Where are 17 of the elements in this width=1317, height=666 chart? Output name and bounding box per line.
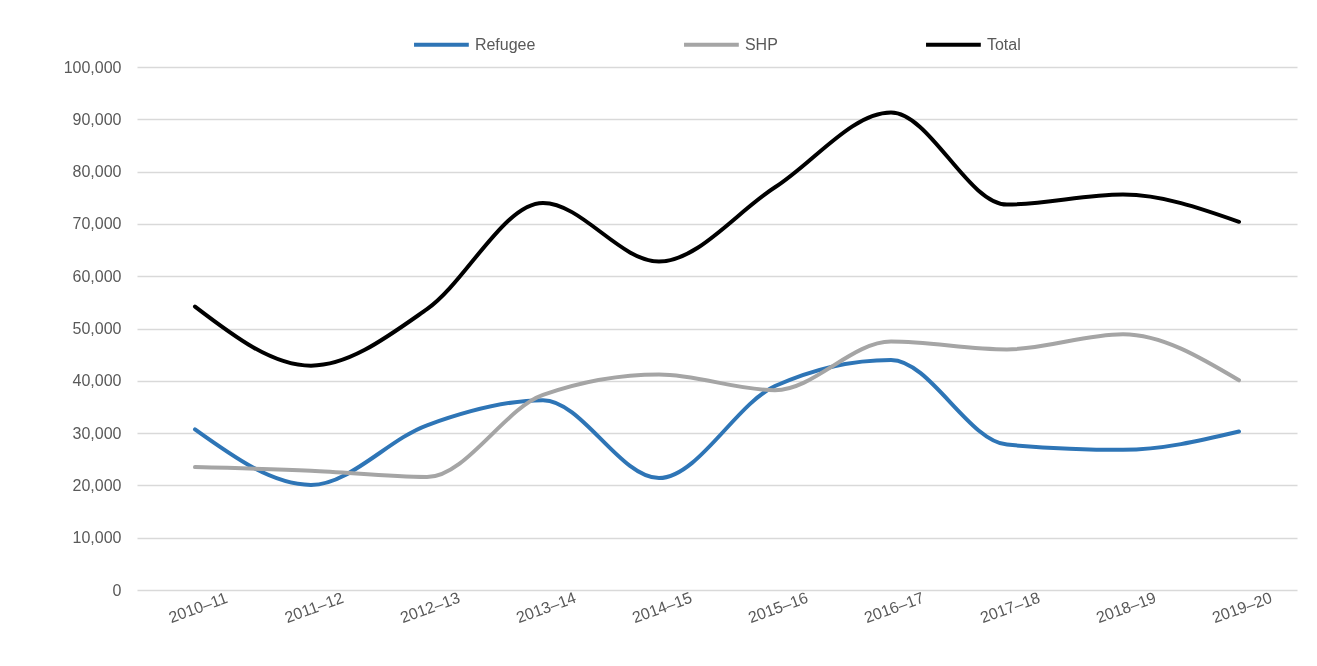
y-tick-label: 60,000 — [72, 267, 122, 285]
legend-label: Total — [986, 35, 1021, 53]
y-tick-label: 30,000 — [72, 424, 122, 442]
y-tick-label: 70,000 — [72, 215, 122, 233]
legend-label: SHP — [744, 35, 778, 53]
y-tick-label: 0 — [112, 581, 122, 599]
y-tick-label: 10,000 — [72, 529, 122, 547]
line-series — [193, 357, 1241, 487]
y-tick-label: 90,000 — [72, 110, 122, 128]
legend-label: Refugee — [474, 35, 536, 53]
y-tick-label: 80,000 — [72, 163, 122, 181]
line-series — [193, 332, 1241, 480]
y-tick-label: 40,000 — [72, 372, 122, 390]
y-tick-label: 100,000 — [63, 58, 122, 76]
y-tick-label: 20,000 — [72, 476, 122, 494]
y-tick-label: 50,000 — [72, 320, 122, 337]
line-series — [193, 110, 1241, 368]
